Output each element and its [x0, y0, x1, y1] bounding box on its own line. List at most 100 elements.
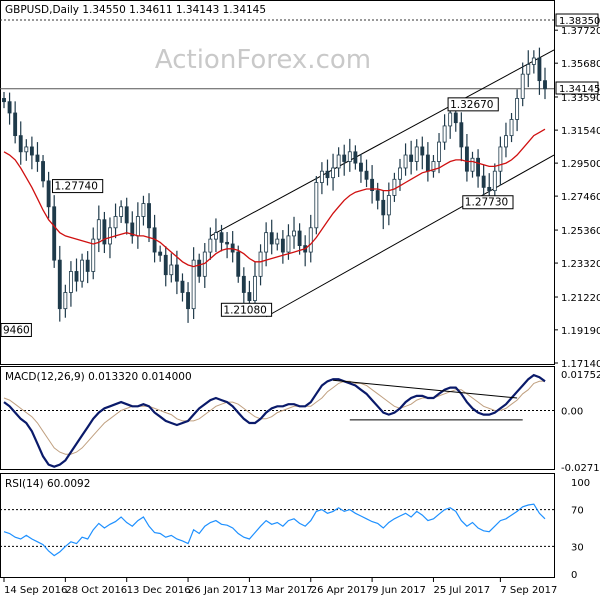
price-bar [7, 92, 12, 125]
x-tick-label: 13 Mar 2017 [249, 585, 312, 596]
price-bar [113, 203, 118, 239]
price-bar [504, 122, 508, 158]
price-bar [96, 205, 101, 253]
price-bar [219, 224, 224, 252]
price-bar [258, 244, 263, 286]
price-bar [531, 50, 536, 74]
price-annotation: 1.21080 [220, 302, 273, 317]
channel-upper-line [210, 49, 555, 237]
price-bar [269, 219, 274, 255]
price-bar [509, 112, 514, 143]
price-bar [481, 164, 486, 196]
price-bar [470, 151, 475, 178]
price-bar [325, 159, 330, 186]
price-bar [498, 136, 503, 186]
price-bar [130, 211, 135, 244]
price-bar [158, 245, 163, 262]
x-tick-label: 9 Jun 2017 [372, 585, 426, 596]
price-bar [526, 50, 531, 88]
y-tick-label: 1.31540 [561, 126, 600, 137]
price-bar [492, 163, 497, 200]
macd-y-tick-label: 0.00 [561, 406, 583, 417]
price-bar [74, 258, 79, 292]
channel-lower-line [265, 154, 555, 318]
price-bar [241, 267, 246, 305]
price-bar [46, 171, 51, 219]
price-bar [13, 101, 18, 144]
price-bar [24, 139, 29, 161]
price-bar [57, 245, 62, 322]
price-bar [403, 143, 408, 176]
rsi-y-tick-label: 0 [571, 570, 577, 581]
price-bar [386, 182, 391, 226]
price-bar [520, 62, 525, 107]
x-tick-label: 25 Jul 2017 [433, 585, 490, 596]
rsi-y-tick-label: 100 [571, 478, 590, 489]
y-tick-label: 1.29500 [561, 159, 600, 170]
macd-plot [0, 373, 554, 468]
price-bar [135, 202, 140, 249]
price-bar [102, 211, 107, 254]
price-bar [303, 235, 308, 267]
price-bar [230, 231, 235, 263]
y-tick-label: 1.17140 [561, 359, 600, 370]
last-price-tag: 1.34145 [555, 81, 600, 95]
y-tick-label: 1.23320 [561, 259, 600, 270]
annotations: 1.27740 1.21080 1.32670 1.27730 9460 [0, 97, 514, 337]
price-bar [308, 214, 313, 263]
price-bar [236, 245, 241, 283]
overlays [0, 19, 555, 318]
resistance-price-tag: 1.38350 [555, 13, 600, 27]
x-tick-label: 13 Dec 2016 [127, 585, 191, 596]
price-bar [197, 253, 202, 283]
price-bar [202, 243, 207, 288]
svg-text:1.32670: 1.32670 [450, 99, 493, 111]
price-bar [476, 149, 481, 188]
price-bar [208, 227, 213, 260]
price-annotation: 1.32670 [447, 97, 499, 112]
macd-y-tick-label: 0.017521 [561, 370, 600, 381]
price-bar [347, 138, 352, 172]
y-tick-label: 1.21220 [561, 293, 600, 304]
price-bar [437, 133, 441, 174]
x-tick-label: 28 Oct 2016 [65, 585, 127, 596]
price-bar [85, 251, 90, 284]
price-bar [2, 91, 6, 109]
price-bar [314, 176, 319, 235]
rsi-line [3, 503, 546, 557]
macd-line [3, 373, 546, 468]
price-bar [336, 147, 341, 178]
price-annotation: 1.27740 [52, 179, 104, 194]
svg-text:1.34145: 1.34145 [559, 84, 600, 95]
price-bar [459, 112, 464, 162]
price-bar [414, 139, 419, 171]
price-bar [63, 284, 68, 318]
x-tick-label: 7 Sep 2017 [500, 585, 557, 596]
price-bar [91, 227, 96, 280]
price-bar [543, 67, 547, 100]
price-bar [186, 282, 190, 323]
rsi-y-tick-label: 70 [571, 506, 584, 517]
price-bar [29, 136, 34, 170]
rsi-panel-frame [0, 473, 555, 578]
watermark: ActionForex.com [155, 45, 371, 75]
svg-text:9460: 9460 [3, 324, 30, 336]
moving-average-line [3, 128, 546, 268]
price-bar [147, 193, 151, 243]
y-tick-label: 1.19190 [561, 326, 600, 337]
price-plot [2, 47, 547, 323]
price-bar [297, 223, 302, 255]
price-bar [174, 250, 179, 295]
price-bar [420, 136, 425, 170]
price-bar [364, 159, 369, 188]
price-bar [275, 232, 280, 251]
price-bar [353, 145, 358, 170]
x-tick-label: 14 Sep 2016 [4, 585, 67, 596]
price-bar [52, 195, 57, 268]
macd-signal-line [3, 380, 545, 455]
macd-panel-frame [0, 366, 555, 470]
price-bar [169, 253, 174, 283]
price-bar [163, 246, 168, 287]
y-tick-label: 1.37720 [561, 26, 600, 37]
